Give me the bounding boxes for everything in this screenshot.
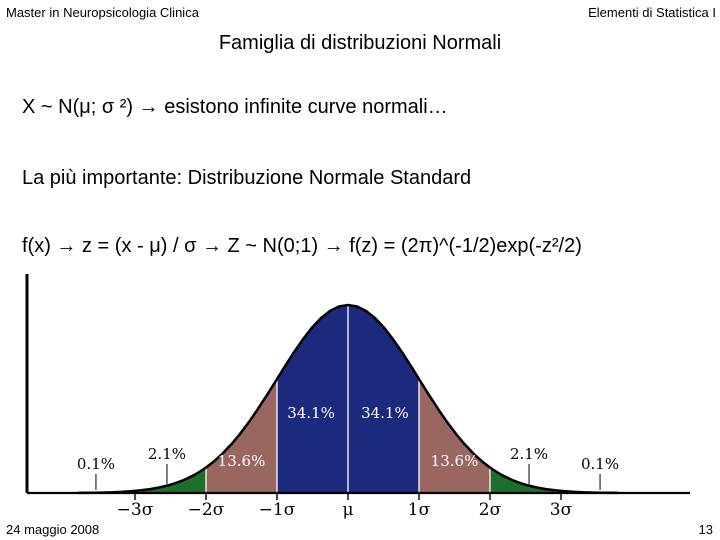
footer-date: 24 maggio 2008 <box>6 522 100 537</box>
band-2 <box>277 305 348 493</box>
footer-page-number: 13 <box>698 522 713 537</box>
band-label-2: 34.1% <box>287 404 335 422</box>
normal-distribution-chart: −3σ −2σ −1σ μ 1σ 2σ 3σ 2.1% 13.6% 34.1% 34.1% 13.6%… <box>25 274 690 520</box>
x-tick-label-3: μ <box>342 500 353 520</box>
bullet-line-formula: f(x) → z = (x - μ) / σ → Z ~ N(0;1) → f(… <box>22 235 582 257</box>
bullet-line-standard: La più importante: Distribuzione Normale… <box>22 167 472 189</box>
slide-title: Famiglia di distribuzioni Normali <box>218 32 502 54</box>
x-tick-label-4: 1σ <box>408 500 431 520</box>
header-course: Master in Neuropsicologia Clinica <box>6 5 199 20</box>
x-tick-label-1: −2σ <box>188 500 225 520</box>
header-subject: Elementi di Statistica I <box>588 5 716 20</box>
x-tick-label-2: −1σ <box>259 500 296 520</box>
x-tick-label-0: −3σ <box>117 500 154 520</box>
tail-label-right: 0.1% <box>581 455 619 473</box>
band-label-0: 2.1% <box>148 445 186 463</box>
normal-curve <box>78 303 618 495</box>
band-3 <box>348 305 419 493</box>
x-tick-label-5: 2σ <box>479 500 502 520</box>
tail-label-left: 0.1% <box>77 455 115 473</box>
band-label-5: 2.1% <box>510 445 548 463</box>
band-0 <box>135 467 206 493</box>
band-5 <box>490 467 561 493</box>
band-label-3: 34.1% <box>361 404 409 422</box>
x-tick-label-6: 3σ <box>550 500 573 520</box>
band-label-1: 13.6% <box>218 452 266 470</box>
band-label-4: 13.6% <box>431 452 479 470</box>
bullet-line-family: X ~ N(μ; σ ²) → esistono infinite curve … <box>22 96 448 118</box>
